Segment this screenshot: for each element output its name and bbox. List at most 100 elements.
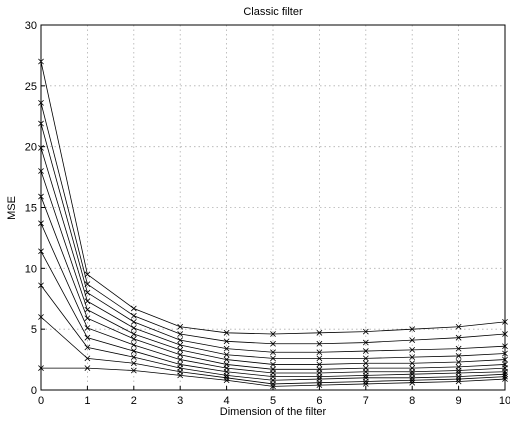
data-point-marker: [130, 367, 137, 374]
y-tick-label: 0: [31, 385, 37, 397]
data-point-marker: [223, 345, 230, 352]
x-tick-label: 5: [270, 395, 276, 407]
data-point-marker: [177, 346, 184, 353]
data-point-marker: [84, 325, 91, 331]
data-point-marker: [455, 323, 462, 330]
y-tick-label: 5: [31, 324, 37, 336]
data-point-marker: [409, 346, 416, 353]
data-point-marker: [455, 367, 462, 374]
x-tick-label: 10: [499, 395, 510, 407]
data-point-marker: [455, 345, 462, 352]
data-point-marker: [409, 326, 416, 333]
chart-title: Classic filter: [243, 6, 303, 18]
data-point-marker: [130, 342, 137, 348]
grid: [41, 25, 505, 390]
data-point-marker: [316, 379, 323, 386]
data-point-marker: [130, 348, 137, 354]
data-point-marker: [409, 354, 416, 361]
data-point-marker: [316, 329, 323, 336]
data-point-marker: [316, 355, 323, 362]
data-point-marker: [362, 355, 369, 362]
data-point-marker: [130, 354, 137, 361]
data-point-marker: [316, 340, 323, 347]
data-point-marker: [223, 351, 230, 358]
data-point-marker: [362, 339, 369, 346]
data-point-marker: [270, 349, 276, 356]
data-point-marker: [177, 372, 184, 379]
data-point-marker: [177, 337, 184, 343]
data-point-marker: [316, 382, 323, 389]
x-tick-label: 4: [224, 395, 230, 407]
series-5: [38, 168, 508, 368]
data-point-marker: [130, 360, 137, 367]
data-point-marker: [455, 378, 462, 385]
y-tick-label: 25: [25, 81, 37, 93]
x-axis-label: Dimension of the filter: [220, 406, 327, 418]
data-point-marker: [316, 361, 323, 368]
data-point-marker: [223, 338, 230, 345]
data-point-marker: [223, 372, 230, 379]
x-tick-label: 3: [177, 395, 183, 407]
x-tick-label: 0: [38, 395, 44, 407]
data-point-marker: [455, 334, 462, 341]
data-point-marker: [455, 353, 462, 359]
data-point-marker: [270, 331, 276, 337]
data-point-marker: [270, 361, 276, 368]
data-point-marker: [270, 381, 276, 387]
data-point-marker: [84, 334, 91, 341]
data-point-marker: [84, 298, 91, 305]
y-tick-label: 10: [25, 263, 37, 275]
data-point-marker: [409, 377, 416, 384]
data-point-marker: [84, 315, 91, 322]
data-point-marker: [455, 373, 462, 380]
data-point-marker: [362, 378, 369, 385]
x-tick-label: 1: [84, 395, 90, 407]
data-point-marker: [177, 342, 184, 348]
series-4: [38, 145, 508, 362]
data-point-marker: [130, 325, 137, 331]
data-point-marker: [455, 359, 462, 365]
data-point-marker: [409, 379, 416, 386]
data-point-marker: [362, 381, 369, 387]
data-point-marker: [362, 328, 369, 335]
data-point-marker: [409, 337, 416, 343]
y-tick-label: 20: [25, 142, 37, 154]
x-tick-label: 8: [409, 395, 415, 407]
data-point-marker: [130, 312, 137, 319]
data-point-marker: [223, 377, 230, 384]
data-point-marker: [130, 336, 137, 342]
data-point-marker: [409, 360, 416, 367]
series-line: [40, 170, 506, 365]
data-point-marker: [362, 360, 369, 367]
data-point-marker: [84, 355, 91, 362]
x-tick-label: 2: [131, 395, 137, 407]
data-point-marker: [84, 344, 91, 351]
x-tick-label: 6: [316, 395, 322, 407]
data-point-marker: [177, 331, 184, 337]
data-point-marker: [270, 355, 276, 362]
data-point-marker: [84, 306, 91, 313]
data-point-marker: [223, 356, 230, 363]
data-point-marker: [84, 365, 91, 371]
data-point-marker: [130, 331, 137, 337]
data-point-marker: [362, 348, 369, 354]
data-point-marker: [409, 368, 416, 375]
y-tick-label: 30: [25, 20, 37, 32]
data-point-marker: [223, 374, 230, 381]
series-1: [38, 58, 508, 337]
x-tick-label: 9: [456, 395, 462, 407]
tick-labels: 0 1 2 3 4 5 6 7 8 9 10 0 5 10 15 20 25 30: [25, 20, 510, 407]
data-point-marker: [455, 376, 462, 382]
data-point-marker: [316, 349, 323, 356]
y-axis-label: MSE: [6, 196, 18, 220]
data-point-marker: [223, 329, 230, 336]
y-tick-label: 15: [25, 203, 37, 215]
data-point-marker: [177, 323, 184, 330]
data-point-marker: [409, 374, 416, 381]
data-point-marker: [316, 373, 323, 380]
data-point-marker: [130, 305, 137, 312]
data-point-marker: [177, 356, 184, 363]
data-point-marker: [270, 340, 276, 347]
x-tick-label: 7: [363, 395, 369, 407]
